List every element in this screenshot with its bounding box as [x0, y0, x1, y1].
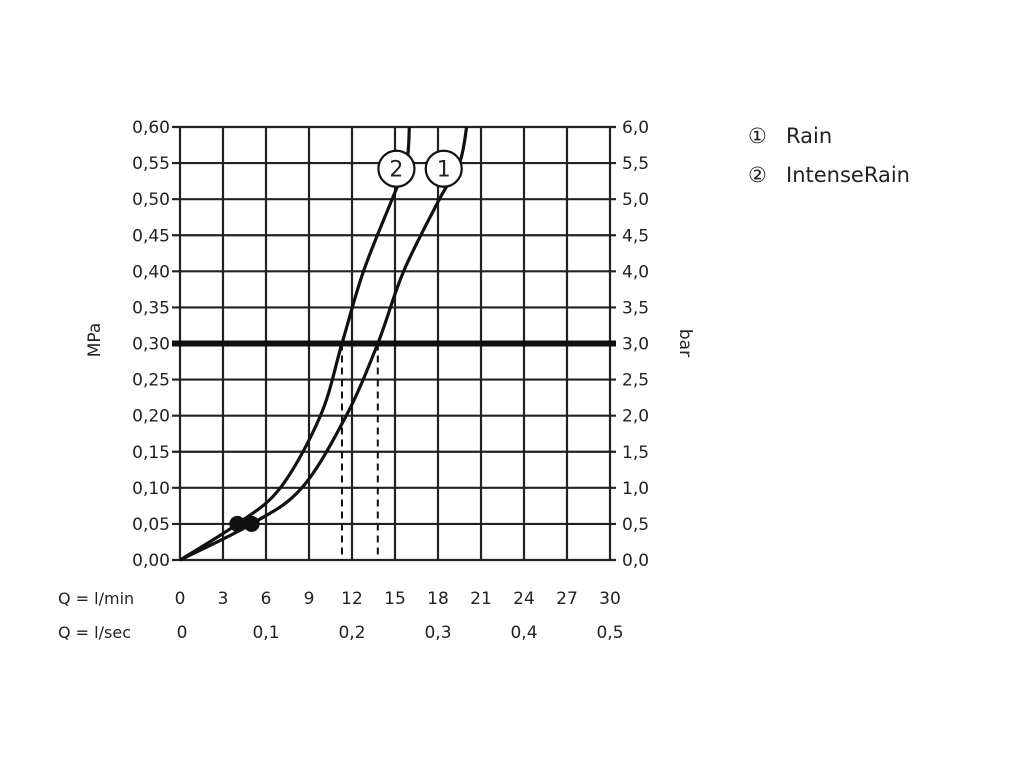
y-right-tick-label: 1,0 — [622, 479, 649, 499]
x-tick-label: 24 — [513, 589, 535, 609]
y-left-tick-label: 0,60 — [132, 118, 170, 138]
y-left-tick-label: 0,25 — [132, 371, 170, 391]
y-right-tick-label: 2,5 — [622, 371, 649, 391]
legend-label: Rain — [786, 124, 832, 148]
x-tick-label: 21 — [470, 589, 492, 609]
y-left-tick-label: 0,50 — [132, 190, 170, 210]
y-right-tick-label: 1,5 — [622, 443, 649, 463]
x-sec-tick-label: 0 — [177, 623, 188, 643]
y-left-tick-label: 0,05 — [132, 515, 170, 535]
y-left-tick-label: 0,15 — [132, 443, 170, 463]
x-tick-label: 27 — [556, 589, 578, 609]
y-axis-label-right: bar — [675, 329, 695, 357]
y-left-tick-label: 0,10 — [132, 479, 170, 499]
legend-symbol: ② — [748, 163, 767, 187]
x-tick-label: 9 — [304, 589, 315, 609]
y-right-tick-label: 6,0 — [622, 118, 649, 138]
x-sec-tick-label: 0,2 — [338, 623, 365, 643]
legend-label: IntenseRain — [786, 163, 910, 187]
y-right-tick-label: 0,0 — [622, 551, 649, 571]
x-sec-tick-label: 0,3 — [424, 623, 451, 643]
series-dot — [243, 515, 260, 532]
y-right-tick-label: 0,5 — [622, 515, 649, 535]
y-right-tick-label: 5,5 — [622, 154, 649, 174]
series-marker-number: 1 — [437, 158, 451, 183]
legend-symbol: ① — [748, 124, 767, 148]
x-tick-label: 30 — [599, 589, 621, 609]
x-sec-tick-label: 0,1 — [252, 623, 279, 643]
x-tick-label: 3 — [218, 589, 229, 609]
series-marker-circle — [377, 149, 416, 188]
y-right-tick-label: 3,5 — [622, 298, 649, 318]
y-left-tick-label: 0,00 — [132, 551, 170, 571]
x-axis-label-sec: Q = l/sec — [58, 623, 131, 642]
y-left-tick-label: 0,40 — [132, 262, 170, 282]
x-sec-tick-label: 0,5 — [596, 623, 623, 643]
y-right-tick-label: 3,0 — [622, 335, 649, 355]
y-right-tick-label: 4,0 — [622, 262, 649, 282]
x-tick-label: 12 — [341, 589, 363, 609]
series-marker-circle — [424, 149, 463, 188]
x-tick-label: 15 — [384, 589, 406, 609]
x-sec-tick-label: 0,4 — [510, 623, 537, 643]
y-left-tick-label: 0,45 — [132, 226, 170, 246]
x-axis-label-min: Q = l/min — [58, 589, 134, 608]
series-marker-number: 2 — [389, 158, 403, 183]
y-left-tick-label: 0,30 — [132, 335, 170, 355]
y-left-tick-label: 0,55 — [132, 154, 170, 174]
y-right-tick-label: 5,0 — [622, 190, 649, 210]
y-right-tick-label: 2,0 — [622, 407, 649, 427]
y-left-tick-label: 0,35 — [132, 298, 170, 318]
series-dot — [229, 515, 246, 532]
x-tick-label: 0 — [175, 589, 186, 609]
x-tick-label: 18 — [427, 589, 449, 609]
y-right-tick-label: 4,5 — [622, 226, 649, 246]
x-tick-label: 6 — [261, 589, 272, 609]
y-axis-label-left: MPa — [85, 323, 105, 358]
y-left-tick-label: 0,20 — [132, 407, 170, 427]
